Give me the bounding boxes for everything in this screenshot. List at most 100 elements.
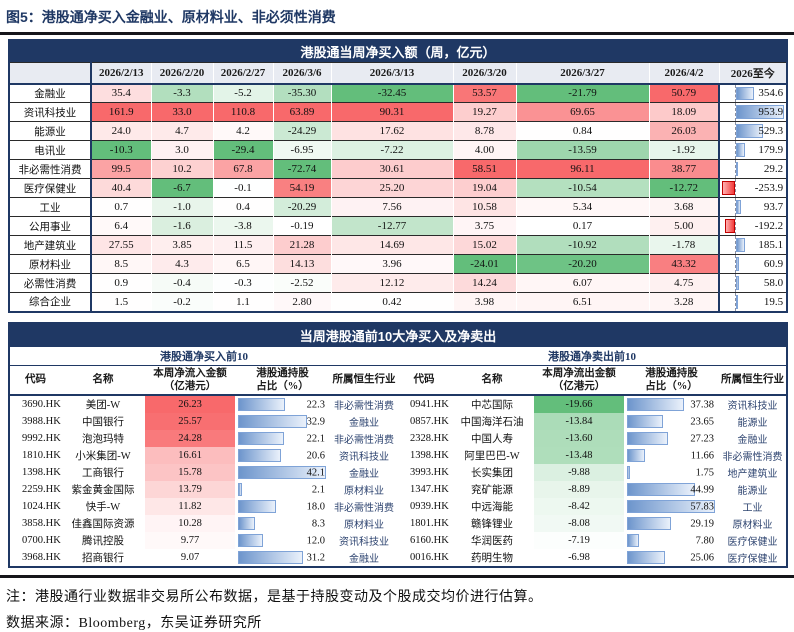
- buy-amount-cell: 9.07: [145, 549, 235, 567]
- buy-holding-bar-track: 32.9: [238, 415, 326, 428]
- sector-label: 金融业: [9, 83, 92, 103]
- ytd-bar-positive: [736, 86, 754, 100]
- weekly-value-cell: 30.61: [330, 159, 453, 179]
- weekly-value-cell: 90.31: [330, 102, 453, 122]
- weekly-value-cell: -7.22: [330, 140, 453, 160]
- weekly-value-cell: 24.0: [90, 121, 151, 141]
- buy-stock-code: 2259.HK: [22, 484, 61, 495]
- weekly-value-cell: 3.0: [150, 140, 213, 160]
- weekly-value-cell: -10.54: [515, 178, 649, 198]
- buy-holding-pct-value: 22.3: [306, 399, 325, 410]
- column-header: 所属恒生行业: [330, 365, 398, 396]
- buy-amount-cell: 24.28: [145, 430, 235, 447]
- ytd-bar-positive: [736, 105, 784, 119]
- buy-holding-bar-track: 8.3: [238, 517, 326, 530]
- sector-label: 能源业: [9, 121, 92, 141]
- buy-holding-pct-value: 12.0: [306, 535, 325, 546]
- buy-holding-bar: [238, 551, 304, 564]
- sell-holding-bar-cell: 44.99: [624, 481, 719, 498]
- weekly-value-cell: 10.58: [452, 197, 516, 217]
- buy-holding-bar: [238, 432, 285, 445]
- buy-holding-bar-track: 18.0: [238, 500, 326, 513]
- sell-holding-bar-track: 29.19: [627, 517, 715, 530]
- column-header: 本周净流出金额 （亿港元）: [534, 365, 624, 396]
- sell-stock-code: 1398.HK: [410, 450, 449, 461]
- buy-stock-name: 快手-W: [85, 502, 121, 513]
- ytd-baseline: [735, 103, 736, 121]
- sell-amount-cell: -7.19: [534, 532, 624, 549]
- buy-holding-bar-cell: 18.0: [235, 498, 330, 515]
- weekly-value-cell: 53.57: [452, 83, 516, 103]
- weekly-value-cell: 6.51: [515, 292, 649, 312]
- weekly-row: 必需性消费 0.9 -0.4 -0.3 -2.52 12.12 14.24 6.07 4.75 5…: [9, 273, 788, 293]
- buy-holding-bar-cell: 8.3: [235, 515, 330, 532]
- weekly-value-cell: 43.32: [648, 254, 719, 274]
- weekly-value-cell: 14.69: [330, 235, 453, 255]
- date-header: 2026/4/2: [648, 62, 719, 85]
- sell-industry: 非必需性消费: [722, 452, 783, 463]
- buy-stock-name: 中国银行: [82, 417, 124, 428]
- sector-label: 医疗保健业: [9, 178, 92, 198]
- sell-holding-bar: [627, 500, 715, 513]
- weekly-value-cell: 161.9: [90, 102, 151, 122]
- buy-industry: 金融业: [349, 554, 379, 565]
- sell-holding-bar-track: 37.38: [627, 398, 715, 411]
- buy-holding-bar: [238, 398, 285, 411]
- weekly-row: 金融业 35.4 -3.3 -5.2 -35.30 -32.45 53.57 -21.79 50…: [9, 83, 788, 103]
- sell-holding-bar-track: 27.23: [627, 432, 715, 445]
- sell-industry: 地产建筑业: [727, 469, 778, 480]
- sector-label: 资讯科技业: [9, 102, 92, 122]
- buy-stock-name: 腾讯控股: [82, 536, 124, 547]
- weekly-value-cell: 2.80: [272, 292, 331, 312]
- sell-amount-cell: -8.42: [534, 498, 624, 515]
- top10-table-title: 当周港股通前10大净买入及净卖出: [9, 322, 787, 347]
- weekly-value-cell: 1.5: [90, 292, 151, 312]
- buy-industry: 金融业: [349, 469, 379, 480]
- ytd-value: 58.0: [763, 277, 784, 289]
- weekly-value-cell: 69.65: [515, 102, 649, 122]
- weekly-value-cell: -1.0: [150, 197, 213, 217]
- sell-industry: 医疗保健业: [727, 554, 778, 565]
- buy-holding-bar-cell: 32.9: [235, 413, 330, 430]
- weekly-value-cell: 96.11: [515, 159, 649, 179]
- weekly-value-cell: 8.5: [90, 254, 151, 274]
- footer-divider: [0, 575, 794, 578]
- weekly-value-cell: -1.92: [648, 140, 719, 160]
- weekly-value-cell: -20.20: [515, 254, 649, 274]
- sell-holding-bar: [627, 551, 666, 564]
- ytd-cell: 19.5: [717, 292, 788, 312]
- buy-holding-bar-cell: 22.1: [235, 430, 330, 447]
- ytd-value: 93.7: [763, 201, 784, 213]
- weekly-row: 工业 0.7 -1.0 0.4 -20.29 7.56 10.58 5.34 3.68 93.7: [9, 197, 788, 217]
- weekly-value-cell: 67.8: [212, 159, 273, 179]
- weekly-value-cell: 4.00: [452, 140, 516, 160]
- weekly-value-cell: -6.95: [272, 140, 331, 160]
- weekly-value-cell: 3.28: [648, 292, 719, 312]
- date-header: 2026/3/13: [330, 62, 453, 85]
- sell-holding-bar-cell: 11.66: [624, 447, 719, 464]
- weekly-value-cell: 0.42: [330, 292, 453, 312]
- sell-holding-bar: [627, 517, 672, 530]
- buy-holding-bar-track: 22.3: [238, 398, 326, 411]
- buy-holding-bar: [238, 449, 282, 462]
- ytd-baseline: [735, 293, 736, 311]
- buy-stock-code: 1810.HK: [22, 450, 61, 461]
- buy-industry: 原材料业: [344, 520, 384, 531]
- sell-stock-name: 中国海洋石油: [460, 417, 524, 428]
- sell-industry: 医疗保健业: [727, 537, 778, 548]
- buy-stock-code: 3988.HK: [22, 416, 61, 427]
- sell-amount-cell: -6.98: [534, 549, 624, 567]
- buy-holding-pct-value: 8.3: [311, 518, 325, 529]
- buy-stock-name: 紫金黄金国际: [71, 485, 135, 496]
- weekly-value-cell: -3.3: [150, 83, 213, 103]
- top10-row: 0700.HK 腾讯控股 9.77 12.0 资讯科技业 6160.HK 华润医药 -7.19…: [9, 532, 787, 549]
- sell-industry: 金融业: [737, 435, 768, 446]
- date-header: 2026/2/13: [90, 62, 151, 85]
- buy-amount-cell: 9.77: [145, 532, 235, 549]
- buy-amount-cell: 16.61: [145, 447, 235, 464]
- ytd-bar-positive: [736, 257, 740, 271]
- ytd-cell: 354.6: [717, 83, 788, 103]
- weekly-value-cell: 4.75: [648, 273, 719, 293]
- weekly-value-cell: 4.3: [150, 254, 213, 274]
- weekly-value-cell: 27.55: [90, 235, 151, 255]
